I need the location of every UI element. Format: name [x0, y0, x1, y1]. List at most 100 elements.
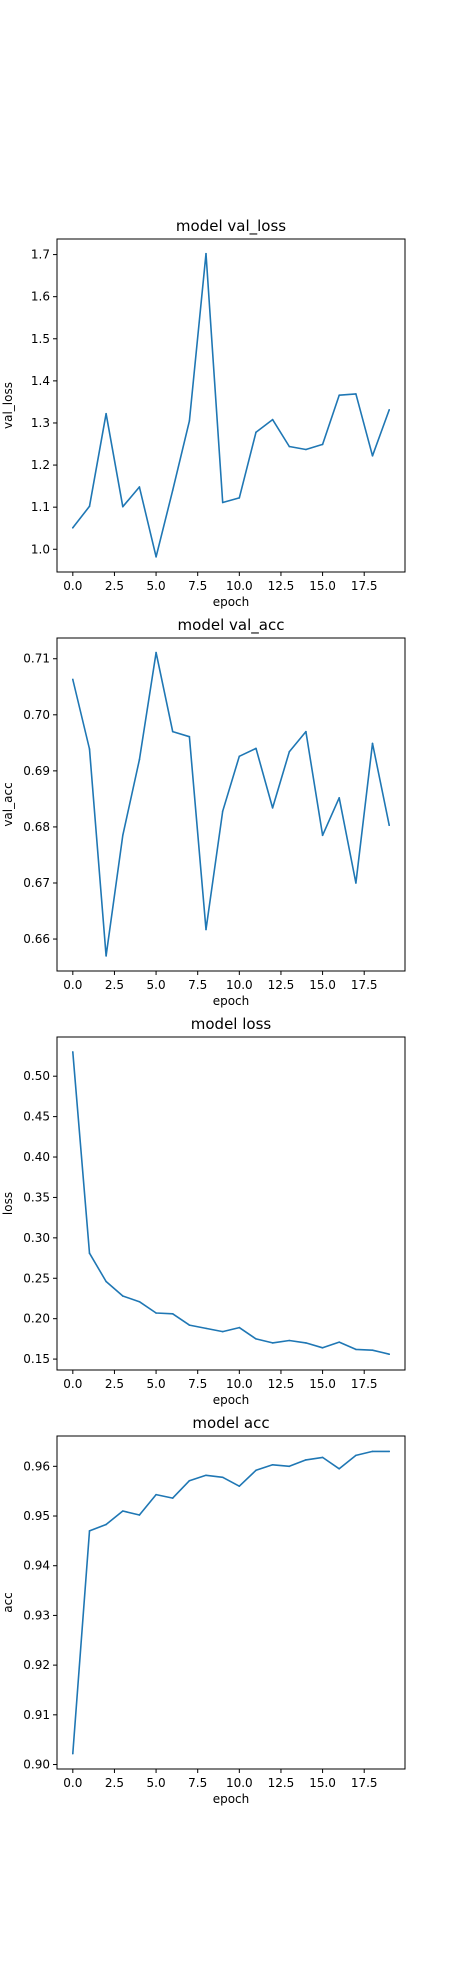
x-tick-label: 2.5 [105, 978, 124, 992]
data-point [188, 1479, 191, 1482]
y-tick-label: 0.50 [23, 1069, 50, 1083]
data-point [288, 751, 291, 753]
data-point [205, 928, 207, 931]
y-tick-label: 1.0 [31, 542, 50, 556]
x-tick-label: 10.0 [226, 1377, 253, 1391]
data-point [205, 1327, 207, 1330]
plot-frame [56, 1435, 406, 1770]
x-tick-label: 17.5 [351, 1776, 378, 1790]
data-point [355, 1348, 357, 1351]
data-point [138, 486, 141, 488]
data-point [171, 1313, 174, 1315]
chart-title: model val_loss [176, 217, 286, 236]
x-tick-label: 15.0 [309, 978, 336, 992]
data-point [355, 393, 357, 395]
data-point [121, 1510, 124, 1512]
data-point [221, 1476, 224, 1479]
y-axis-label: val_loss [1, 382, 15, 429]
y-tick-label: 1.3 [31, 416, 50, 430]
data-point [388, 1450, 390, 1453]
data-point [221, 810, 224, 813]
data-point [305, 1459, 307, 1461]
y-tick-label: 0.68 [23, 820, 50, 834]
data-point [288, 1465, 291, 1468]
series-line [72, 651, 391, 957]
data-point [205, 252, 207, 255]
y-tick-label: 0.35 [23, 1190, 50, 1204]
data-point [88, 1530, 91, 1532]
x-tick-label: 7.5 [188, 978, 207, 992]
series-line [72, 252, 391, 558]
x-tick-label: 17.5 [351, 978, 378, 992]
y-tick-label: 1.5 [31, 332, 50, 346]
data-point [388, 824, 390, 827]
data-point [171, 1497, 174, 1499]
data-point [271, 1464, 274, 1466]
y-tick-label: 1.6 [31, 290, 50, 304]
x-axis-label: epoch [213, 595, 250, 609]
plot-frame [56, 637, 406, 972]
data-point [138, 1300, 141, 1303]
data-point [355, 1454, 357, 1457]
y-tick-label: 0.66 [23, 932, 50, 946]
data-point [338, 1341, 341, 1343]
plot-frame [56, 238, 406, 573]
subplot-2: model val_acc 0.0 2.5 5.0 7.5 10.0 12.5 15.0 17.… [1, 616, 406, 1008]
x-tick-label: 15.0 [309, 579, 336, 593]
data-point [288, 445, 291, 448]
data-point [155, 1312, 157, 1314]
data-point [238, 497, 241, 499]
y-tick-label: 0.91 [23, 1708, 50, 1722]
x-axis-label: epoch [213, 1393, 250, 1407]
data-point [371, 455, 374, 457]
x-tick-label: 0.0 [63, 1776, 82, 1790]
x-tick-label: 7.5 [188, 579, 207, 593]
data-point [288, 1339, 291, 1342]
y-tick-label: 0.45 [23, 1110, 50, 1124]
data-point [255, 431, 257, 434]
x-tick-label: 5.0 [147, 1776, 166, 1790]
chart-title: model val_acc [178, 616, 285, 635]
data-point [305, 730, 307, 733]
x-tick-label: 17.5 [351, 579, 378, 593]
y-tick-label: 0.93 [23, 1608, 50, 1622]
y-axis-label: loss [1, 1192, 15, 1215]
chart-title: model loss [191, 1015, 272, 1033]
y-tick-label: 0.25 [23, 1271, 50, 1285]
data-point [238, 755, 241, 758]
y-axis-label: acc [1, 1592, 15, 1613]
y-tick-label: 1.2 [31, 458, 50, 472]
data-point [138, 758, 141, 761]
data-point [321, 443, 324, 446]
data-point [371, 742, 374, 745]
y-tick-label: 1.7 [31, 248, 50, 262]
x-tick-label: 10.0 [226, 1776, 253, 1790]
x-tick-label: 5.0 [147, 1377, 166, 1391]
plot-frame [56, 1036, 406, 1371]
data-point [321, 1456, 324, 1459]
y-tick-label: 0.20 [23, 1312, 50, 1326]
data-point [305, 448, 307, 451]
x-tick-label: 2.5 [105, 1377, 124, 1391]
x-tick-label: 12.5 [268, 1776, 295, 1790]
data-point [371, 1450, 374, 1453]
x-tick-label: 7.5 [188, 1776, 207, 1790]
data-point [338, 796, 341, 799]
y-tick-label: 0.95 [23, 1509, 50, 1523]
data-point [171, 489, 174, 492]
x-tick-label: 10.0 [226, 579, 253, 593]
series-line [72, 1051, 391, 1355]
x-tick-label: 15.0 [309, 1776, 336, 1790]
data-point [355, 882, 357, 884]
data-point [221, 1330, 224, 1333]
y-tick-label: 0.92 [23, 1658, 50, 1672]
data-point [255, 747, 257, 750]
data-point [271, 807, 274, 809]
y-tick-label: 0.69 [23, 764, 50, 778]
x-tick-label: 0.0 [63, 579, 82, 593]
data-point [121, 1295, 124, 1297]
x-tick-label: 2.5 [105, 579, 124, 593]
data-point [121, 505, 124, 508]
data-point [388, 1353, 390, 1356]
x-tick-label: 5.0 [147, 579, 166, 593]
